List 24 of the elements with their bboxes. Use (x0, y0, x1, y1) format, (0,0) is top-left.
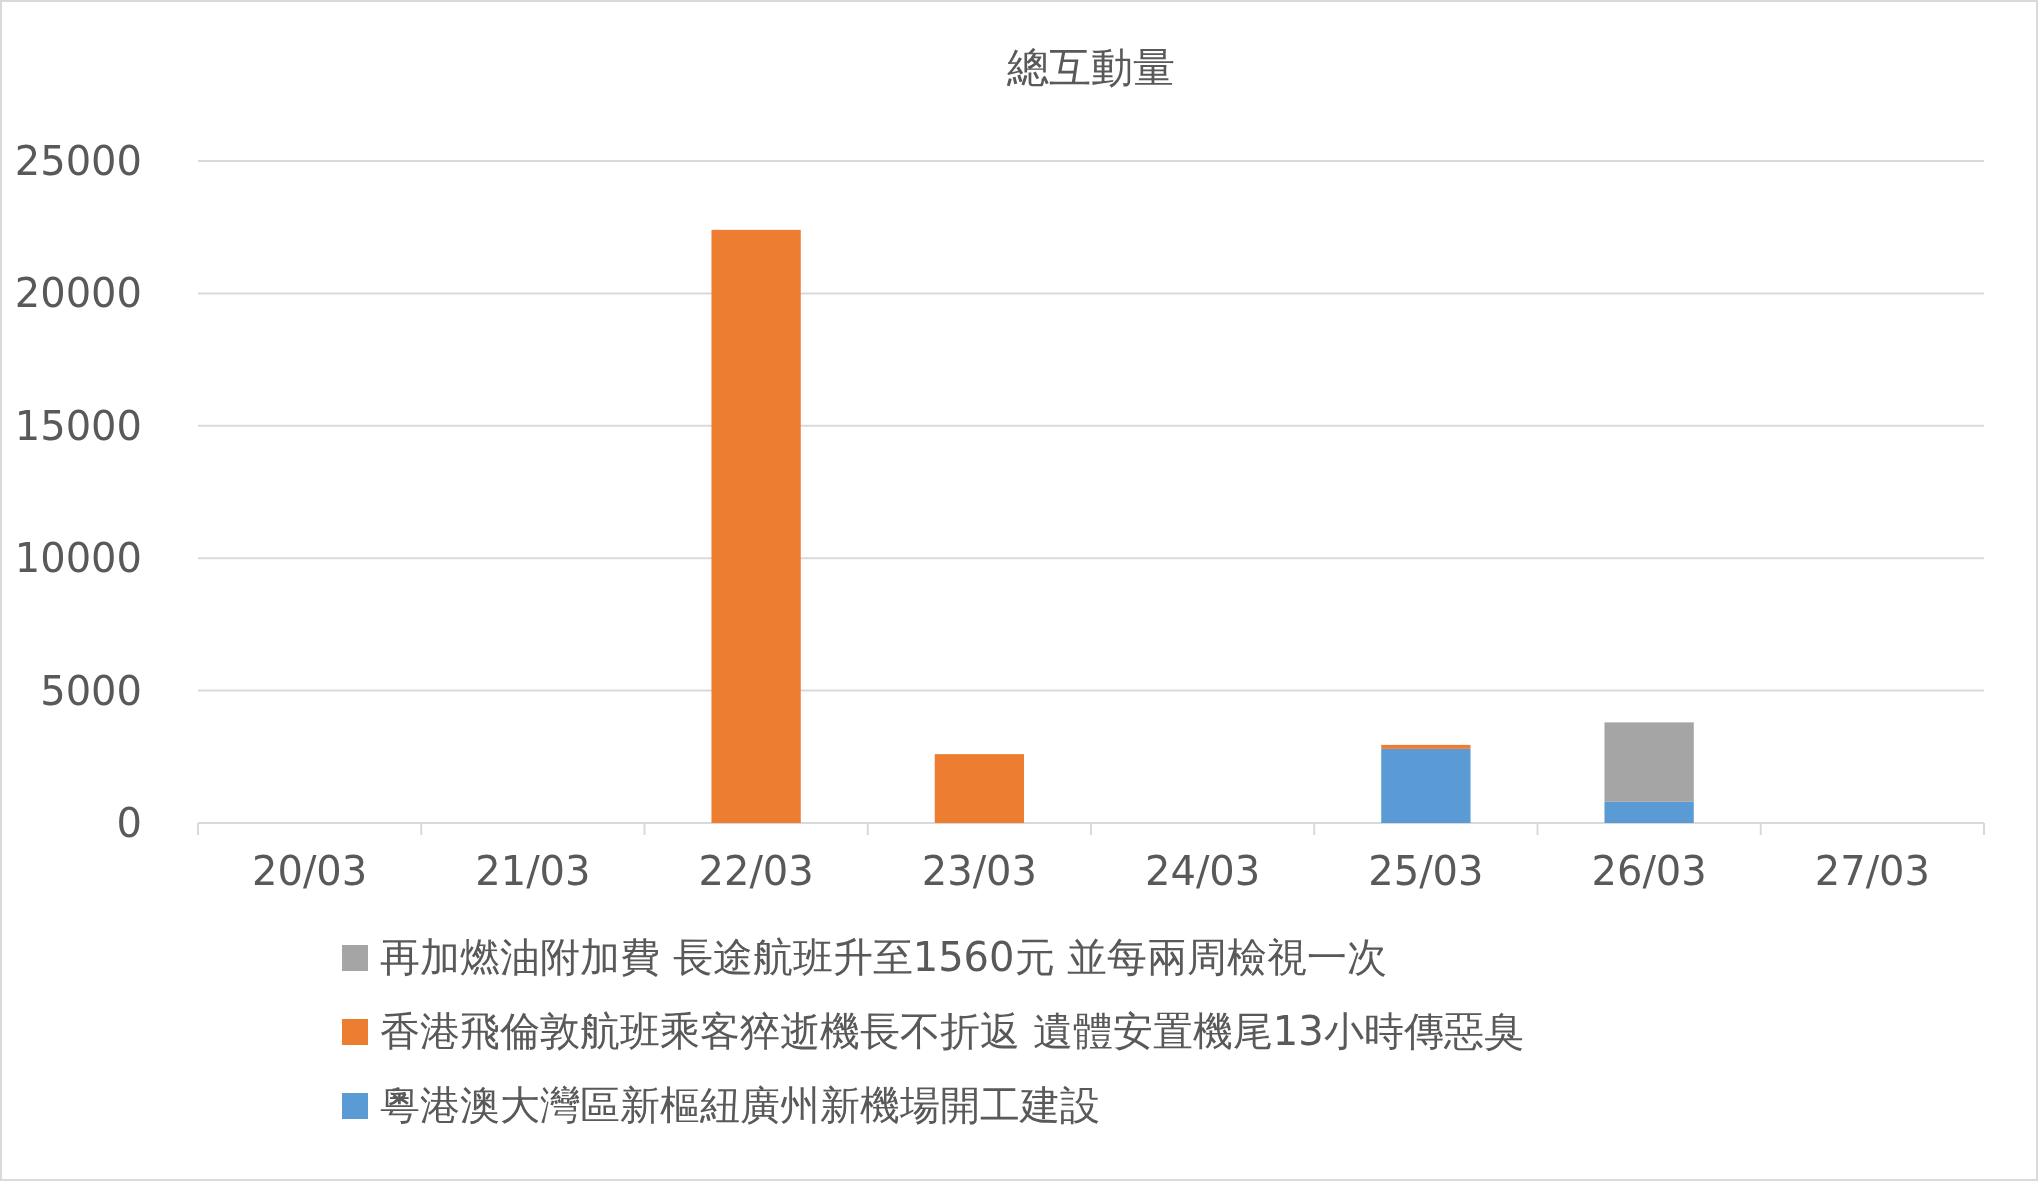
y-tick-label: 15000 (14, 402, 142, 449)
x-tick-label: 23/03 (921, 848, 1038, 894)
x-tick-label: 22/03 (698, 848, 814, 894)
x-tick-label: 24/03 (1144, 848, 1261, 894)
y-tick-label: 20000 (14, 270, 142, 317)
y-tick-label: 25000 (14, 138, 142, 184)
legend-label: 粵港澳大灣區新樞紐廣州新機場開工建設 (380, 1082, 1100, 1128)
y-tick-label: 5000 (40, 667, 142, 714)
y-tick-label: 10000 (14, 535, 142, 582)
chart-title: 總互動量 (1006, 43, 1175, 92)
legend-label: 再加燃油附加費 長途航班升至1560元 並每兩周檢視一次 (380, 934, 1388, 980)
bar (1381, 744, 1471, 749)
x-tick-label: 20/03 (251, 848, 368, 894)
x-tick-label: 26/03 (1591, 848, 1707, 894)
bar (711, 229, 801, 823)
bar (1604, 801, 1694, 823)
x-tick-label: 21/03 (475, 848, 591, 894)
x-tick-label: 27/03 (1814, 848, 1931, 894)
bar (1381, 748, 1471, 823)
bar (1604, 722, 1694, 802)
y-tick-label: 0 (116, 800, 142, 846)
legend-label: 香港飛倫敦航班乘客猝逝機長不折返 遺體安置機尾13小時傳惡臭 (380, 1008, 1524, 1054)
x-tick-label: 25/03 (1368, 848, 1484, 894)
bar (934, 754, 1025, 823)
